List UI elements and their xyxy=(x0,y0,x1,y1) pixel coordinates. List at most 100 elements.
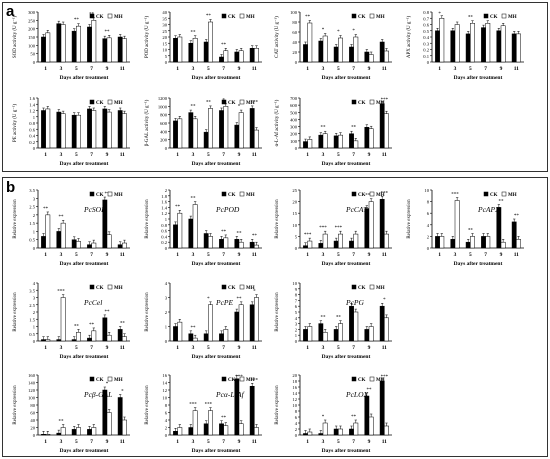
significance-label: * xyxy=(322,415,325,420)
panel-b-label: b xyxy=(6,179,16,196)
x-axis-title: Days after treatment xyxy=(60,354,109,360)
bar-mh xyxy=(223,425,229,436)
bar-ck xyxy=(249,241,255,249)
legend-mh-swatch xyxy=(239,376,245,382)
bar-mh xyxy=(238,423,244,436)
bar-mh xyxy=(208,21,213,63)
bar-mh xyxy=(353,422,359,436)
bar-ck xyxy=(41,236,46,249)
legend-ck-swatch xyxy=(351,99,357,105)
significance-label: *** xyxy=(251,378,259,383)
significance-label: ** xyxy=(237,297,243,302)
bar-ck xyxy=(379,103,385,149)
significance-label: *** xyxy=(365,194,373,199)
y-tick-label: 0.5 xyxy=(29,238,35,243)
y-tick-label: 2 xyxy=(165,188,168,193)
bar-ck xyxy=(333,240,339,249)
legend-ck-swatch xyxy=(221,13,227,19)
legend-ck-swatch xyxy=(89,376,95,382)
y-tick-label: 60 xyxy=(30,411,35,416)
bar-mh xyxy=(322,133,328,149)
y-tick-label: 3.5 xyxy=(29,188,35,193)
x-tick-label: 1 xyxy=(438,252,441,258)
legend-mh-swatch xyxy=(107,376,113,382)
bar-mh xyxy=(470,236,475,249)
bar-ck xyxy=(87,244,92,249)
y-tick-label: 1 xyxy=(295,333,298,338)
x-tick-label: 5 xyxy=(207,345,210,351)
x-axis-title: Days after treatment xyxy=(322,448,371,454)
y-tick-label: 10 xyxy=(292,403,297,408)
y-tick-label: 5 xyxy=(295,310,298,315)
significance-label: * xyxy=(438,12,441,17)
y-tick-label: 100 xyxy=(290,10,298,15)
legend-mh-swatch xyxy=(369,99,375,105)
bar-mh xyxy=(60,113,66,149)
significance-label: *** xyxy=(189,403,197,408)
bar-ck xyxy=(41,434,46,436)
bar-ck xyxy=(117,110,123,149)
bar-mh xyxy=(76,241,81,249)
y-tick-label: 0.5 xyxy=(423,29,429,34)
legend-mh-label: MH xyxy=(376,15,385,20)
significance-label: ** xyxy=(191,326,197,331)
legend-ck-swatch xyxy=(221,99,227,105)
y-tick-label: 0 xyxy=(33,146,36,151)
x-tick-label: 1 xyxy=(176,66,179,72)
x-tick-label: 7 xyxy=(90,345,93,351)
legend-ck-label: CK xyxy=(96,378,104,383)
y-tick-label: 2 xyxy=(295,327,298,332)
bar-ck xyxy=(102,108,108,149)
y-tick-label: 10 xyxy=(162,48,167,53)
x-tick-label: 1 xyxy=(44,439,47,445)
y-tick-label: 25 xyxy=(292,188,297,193)
y-tick-label: 0.6 xyxy=(161,229,167,234)
x-tick-label: 9 xyxy=(368,152,371,158)
significance-label: ** xyxy=(221,416,227,421)
x-tick-label: 11 xyxy=(252,439,257,445)
legend-ck-swatch xyxy=(351,376,357,382)
bar-mh xyxy=(368,326,374,342)
x-tick-label: 1 xyxy=(438,66,441,72)
gene-name: PcSOD xyxy=(83,205,107,214)
bar-mh xyxy=(106,334,112,342)
y-tick-label: 10 xyxy=(424,188,429,193)
bar-ck xyxy=(188,43,194,63)
legend-mh-label: MH xyxy=(376,286,385,291)
bar-mh xyxy=(353,311,359,342)
x-tick-label: 11 xyxy=(120,66,125,72)
legend-ck-label: CK xyxy=(228,101,236,106)
y-tick-label: 3 xyxy=(295,322,298,327)
y-axis-title: Relative expression xyxy=(145,292,150,332)
bar-ck xyxy=(249,304,255,342)
bar-mh xyxy=(384,113,389,149)
significance-label: ** xyxy=(351,126,357,131)
bar-mh xyxy=(307,431,313,436)
significance-label: * xyxy=(253,290,256,295)
x-tick-label: 11 xyxy=(382,439,387,445)
significance-label: *** xyxy=(335,226,343,231)
significance-label: * xyxy=(106,382,109,387)
bar-ck xyxy=(379,199,385,249)
y-axis-title: PE activity (U g⁻¹) xyxy=(12,104,18,142)
bar-mh xyxy=(500,241,506,249)
bar-ck xyxy=(333,428,339,436)
y-tick-label: 2 xyxy=(33,213,36,218)
bar-ck xyxy=(56,432,62,436)
bar-mh xyxy=(254,244,259,249)
bar-ck xyxy=(56,111,62,149)
x-tick-label: 5 xyxy=(75,439,78,445)
y-tick-label: 80 xyxy=(30,403,35,408)
y-tick-label: 2 xyxy=(33,310,36,315)
significance-label: ** xyxy=(191,197,197,202)
x-axis-title: Days after treatment xyxy=(454,75,503,81)
y-axis-title: SOD activity (U g⁻¹) xyxy=(12,16,18,59)
y-tick-label: 16 xyxy=(292,385,297,390)
y-tick-label: 3 xyxy=(165,296,168,301)
y-tick-label: 0.6 xyxy=(423,23,429,28)
bar-ck xyxy=(219,423,224,436)
bar-mh xyxy=(177,321,183,342)
x-tick-label: 7 xyxy=(222,345,225,351)
significance-label: *** xyxy=(205,403,213,408)
y-tick-label: 5 xyxy=(165,54,168,59)
